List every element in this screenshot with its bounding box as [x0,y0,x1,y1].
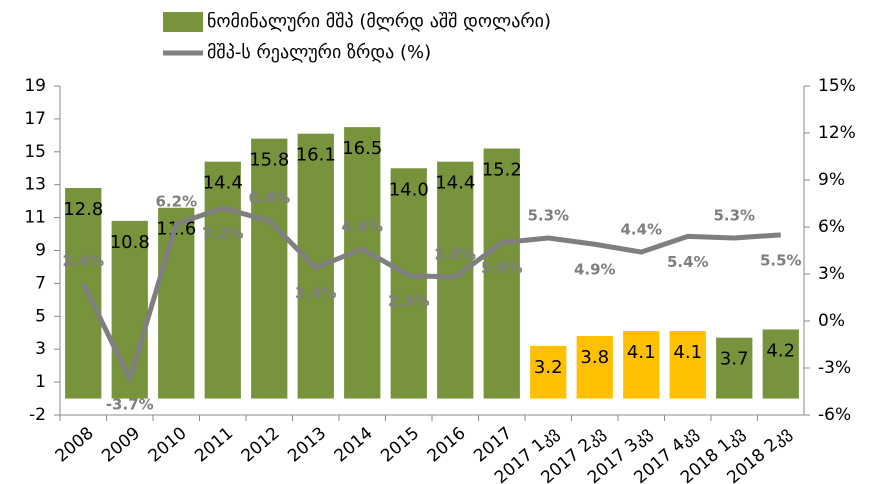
bar-label: 4.2 [766,340,795,361]
line-label: 4.4% [620,221,662,239]
y-tick-label: 1 [35,372,46,392]
y2-tick-label: -3% [818,358,851,378]
bar [483,148,520,399]
bar-label: 15.8 [249,150,289,171]
bar-label: 3.7 [720,349,749,370]
y-tick-label: 13 [24,175,46,195]
line-label: 7.2% [202,225,244,243]
bar [390,168,427,399]
line-label: 2.4% [62,252,104,270]
y2-tick-label: 0% [818,311,845,331]
bar [65,187,102,399]
bar-label: 15.2 [482,160,522,181]
bar [111,220,148,399]
y-tick-label: 17 [24,109,46,129]
line-label: -3.7% [106,395,154,413]
bar-label: 10.8 [110,232,150,253]
line-label: 5.3% [713,206,755,224]
line-label: 4.9% [574,261,616,279]
y-tick-label: 11 [24,208,46,228]
bar-label: 14.0 [389,179,429,200]
line-label: 5.0% [481,259,523,277]
bar [576,336,613,399]
bar [716,337,753,399]
bar-label: 3.2 [534,357,563,378]
bar-label: 14.4 [435,173,475,194]
y2-tick-label: 12% [818,123,856,143]
bar [251,138,288,399]
y-tick-label: 3 [35,339,46,359]
bar [437,161,474,399]
line-label: 2.8% [434,246,476,264]
bar [344,127,381,399]
legend-label: მშპ-ს რეალური ზრდა (%) [207,42,431,63]
line-label: 5.3% [527,206,569,224]
x-tick-label: 2010 [145,423,191,466]
y2-tick-label: 3% [818,264,845,284]
x-tick-label: 2011 [191,423,237,466]
x-tick-label: 2008 [52,423,98,466]
x-tick-label: 2012 [238,423,284,466]
line-label: 2.9% [388,292,430,310]
bar [762,329,799,399]
bar [623,331,660,399]
y2-tick-label: 15% [818,76,856,96]
x-tick-label: 2014 [331,423,377,466]
bar [158,207,195,399]
line-label: 4.6% [341,217,383,235]
bar-label: 4.1 [627,342,656,363]
bar [530,345,567,399]
x-tick-label: 2013 [284,423,330,466]
line-label: 6.4% [248,189,290,207]
bar-label: 3.8 [580,347,609,368]
y2-tick-label: 9% [818,170,845,190]
legend-label: ნომინალური მშპ (მლრდ აშშ დოლარი) [207,11,551,32]
legend-swatch-bar [163,12,203,32]
bar-label: 12.8 [63,199,103,220]
y-tick-label: 19 [24,76,46,96]
y-tick-label: 7 [35,273,46,293]
x-tick-label: 2015 [377,423,423,466]
line [81,205,781,382]
y-tick-label: 15 [24,142,46,162]
y-tick-label: 5 [35,306,46,326]
bar [669,331,706,399]
bar-label: 14.4 [203,173,243,194]
y2-tick-label: -6% [818,405,851,425]
y-tick-label: 9 [35,241,46,261]
line-label: 5.4% [667,253,709,271]
bar [204,161,241,399]
bar-label: 4.1 [673,342,702,363]
x-tick-label: 2009 [98,423,144,466]
bar-label: 16.5 [342,138,382,159]
y2-tick-label: 6% [818,217,845,237]
x-tick-label: 2016 [424,423,470,466]
line-label: 3.4% [295,284,337,302]
bar-label: 16.1 [296,145,336,166]
line-label: 6.2% [155,192,197,210]
line-label: 5.5% [760,251,802,269]
y-tick-label: -2 [29,405,46,425]
